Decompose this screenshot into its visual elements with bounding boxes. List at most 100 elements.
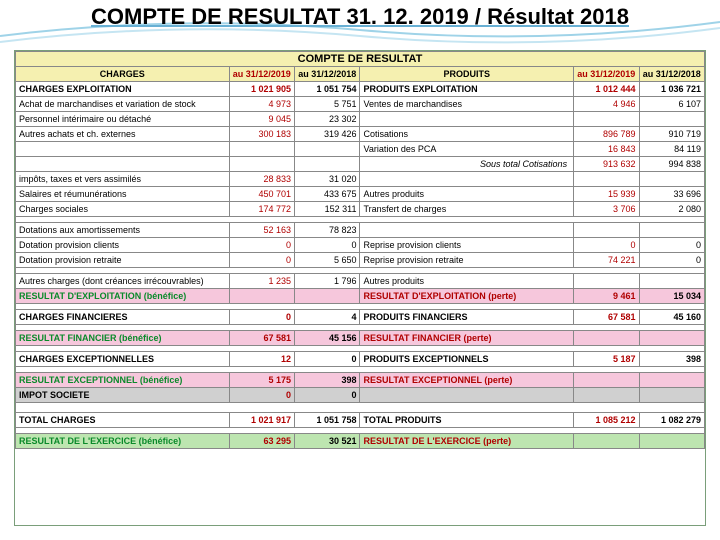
row9-v2: 78 823: [295, 223, 360, 238]
row3-v1: 300 183: [229, 127, 294, 142]
res-v1: 63 295: [229, 434, 294, 449]
row6-p2: [639, 172, 704, 187]
row9-p: [360, 223, 574, 238]
row4-p2: 84 119: [639, 142, 704, 157]
resexp-v1: [229, 289, 294, 304]
row11-p: Reprise provision retraite: [360, 253, 574, 268]
income-statement-table: COMPTE DE RESULTAT CHARGES au 31/12/2019…: [15, 51, 705, 449]
col-2019-p: au 31/12/2019: [574, 67, 639, 82]
row10-p: Reprise provision clients: [360, 238, 574, 253]
row1-v1: 4 973: [229, 97, 294, 112]
resex-p1: [574, 373, 639, 388]
resfin-v1: 67 581: [229, 331, 294, 346]
table-title: COMPTE DE RESULTAT: [16, 52, 705, 67]
row11-p2: 0: [639, 253, 704, 268]
row4-p: Variation des PCA: [360, 142, 574, 157]
tot-l: TOTAL CHARGES: [16, 413, 230, 428]
row10-v2: 0: [295, 238, 360, 253]
tot-v2: 1 051 758: [295, 413, 360, 428]
row11-l: Dotation provision retraite: [16, 253, 230, 268]
row8-p2: 2 080: [639, 202, 704, 217]
row11-v2: 5 650: [295, 253, 360, 268]
row8-l: Charges sociales: [16, 202, 230, 217]
cex-v2: 0: [295, 352, 360, 367]
row4-l: [16, 142, 230, 157]
row10-p1: 0: [574, 238, 639, 253]
resex-l: RESULTAT EXCEPTIONNEL (bénéfice): [16, 373, 230, 388]
row2-v2: 23 302: [295, 112, 360, 127]
row11-p1: 74 221: [574, 253, 639, 268]
impot-l: IMPOT SOCIETE: [16, 388, 230, 403]
res-l: RESULTAT DE L'EXERCICE (bénéfice): [16, 434, 230, 449]
resex-p: RESULTAT EXCEPTIONNEL (perte): [360, 373, 574, 388]
resexp-p2: 15 034: [639, 289, 704, 304]
impot-p2: [639, 388, 704, 403]
row6-l: impôts, taxes et vers assimilés: [16, 172, 230, 187]
tot-p: TOTAL PRODUITS: [360, 413, 574, 428]
row8-p: Transfert de charges: [360, 202, 574, 217]
row6-v1: 28 833: [229, 172, 294, 187]
row5-l: [16, 157, 230, 172]
row12-v2: 1 796: [295, 274, 360, 289]
col-2019-c: au 31/12/2019: [229, 67, 294, 82]
row4-p1: 16 843: [574, 142, 639, 157]
resexp-p: RESULTAT D'EXPLOITATION (perte): [360, 289, 574, 304]
row10-p2: 0: [639, 238, 704, 253]
row12-p1: [574, 274, 639, 289]
row6-v2: 31 020: [295, 172, 360, 187]
row1-p1: 4 946: [574, 97, 639, 112]
row2-p2: [639, 112, 704, 127]
tot-p2: 1 082 279: [639, 413, 704, 428]
resex-p2: [639, 373, 704, 388]
impot-v1: 0: [229, 388, 294, 403]
impot-v2: 0: [295, 388, 360, 403]
resexp-v2: [295, 289, 360, 304]
cex-p: PRODUITS EXCEPTIONNELS: [360, 352, 574, 367]
res-p: RESULTAT DE L'EXERCICE (perte): [360, 434, 574, 449]
page-title: COMPTE DE RESULTAT 31. 12. 2019 / Résult…: [0, 0, 720, 30]
cf-v1: 0: [229, 310, 294, 325]
row7-p1: 15 939: [574, 187, 639, 202]
row2-l: Personnel intérimaire ou détaché: [16, 112, 230, 127]
row7-p2: 33 696: [639, 187, 704, 202]
cex-l: CHARGES EXCEPTIONNELLES: [16, 352, 230, 367]
row3-p1: 896 789: [574, 127, 639, 142]
resex-v1: 5 175: [229, 373, 294, 388]
row5-p2: 994 838: [639, 157, 704, 172]
cex-p1: 5 187: [574, 352, 639, 367]
col-2018-p: au 31/12/2018: [639, 67, 704, 82]
row1-v2: 5 751: [295, 97, 360, 112]
row8-p1: 3 706: [574, 202, 639, 217]
res-v2: 30 521: [295, 434, 360, 449]
row-ce-v1: 1 021 905: [229, 82, 294, 97]
row12-l: Autres charges (dont créances irrécouvra…: [16, 274, 230, 289]
cf-p: PRODUITS FINANCIERS: [360, 310, 574, 325]
row2-v1: 9 045: [229, 112, 294, 127]
row3-p2: 910 719: [639, 127, 704, 142]
row9-p1: [574, 223, 639, 238]
row8-v1: 174 772: [229, 202, 294, 217]
row5-v2: [295, 157, 360, 172]
row5-v1: [229, 157, 294, 172]
col-2018-c: au 31/12/2018: [295, 67, 360, 82]
row5-p: Sous total Cotisations: [360, 157, 574, 172]
row9-v1: 52 163: [229, 223, 294, 238]
row9-l: Dotations aux amortissements: [16, 223, 230, 238]
res-p1: [574, 434, 639, 449]
row-ce-p: PRODUITS EXPLOITATION: [360, 82, 574, 97]
resexp-l: RESULTAT D'EXPLOITATION (bénéfice): [16, 289, 230, 304]
row12-p: Autres produits: [360, 274, 574, 289]
row10-v1: 0: [229, 238, 294, 253]
res-p2: [639, 434, 704, 449]
impot-p: [360, 388, 574, 403]
row12-p2: [639, 274, 704, 289]
row7-v2: 433 675: [295, 187, 360, 202]
row7-v1: 450 701: [229, 187, 294, 202]
impot-p1: [574, 388, 639, 403]
row-ce-p2: 1 036 721: [639, 82, 704, 97]
cex-v1: 12: [229, 352, 294, 367]
resex-v2: 398: [295, 373, 360, 388]
row5-p1: 913 632: [574, 157, 639, 172]
resfin-v2: 45 156: [295, 331, 360, 346]
col-charges: CHARGES: [16, 67, 230, 82]
